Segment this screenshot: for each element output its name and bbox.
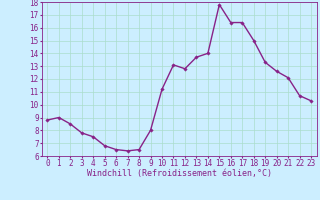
X-axis label: Windchill (Refroidissement éolien,°C): Windchill (Refroidissement éolien,°C) [87,169,272,178]
